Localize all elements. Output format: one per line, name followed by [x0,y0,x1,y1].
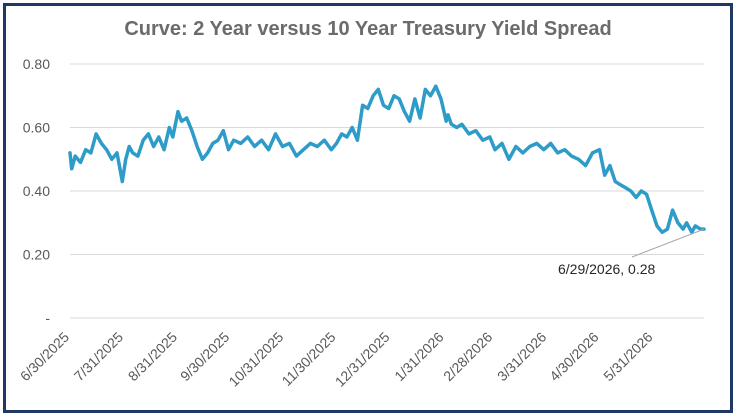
x-tick-label: 8/31/2025 [125,329,181,385]
y-tick-label: 0.80 [23,56,50,72]
annotation-group: 6/29/2026, 0.28 [558,228,705,277]
annotation-label: 6/29/2026, 0.28 [558,261,656,277]
x-tick-label: 5/31/2026 [600,329,656,385]
x-tick-label: 1/31/2026 [391,329,447,385]
x-axis-ticks: 6/30/20257/31/20258/31/20259/30/202510/3… [17,329,656,390]
series-group [68,84,706,235]
y-tick-label: 0.20 [23,247,50,263]
annotation-leader-line [631,228,705,258]
x-tick-label: 6/30/2025 [17,329,73,385]
y-tick-label: 0.40 [23,183,50,199]
y-tick-label: 0.60 [23,120,50,136]
chart-frame [3,3,733,413]
y-axis-ticks: - 0.20 0.40 0.60 0.80 [23,56,51,326]
y-tick-label: - [45,310,50,326]
x-tick-label: 11/30/2025 [278,329,338,389]
x-tick-label: 2/28/2026 [440,329,496,385]
chart-title: Curve: 2 Year versus 10 Year Treasury Yi… [124,18,612,40]
x-tick-label: 12/31/2025 [332,329,393,390]
x-tick-label: 9/30/2025 [177,329,233,385]
x-tick-label: 7/31/2025 [71,329,127,385]
x-tick-label: 10/31/2025 [225,329,286,390]
gridlines [70,63,704,319]
x-tick-label: 3/31/2026 [494,329,550,385]
series-line [68,84,706,235]
x-tick-label: 4/30/2026 [546,329,602,385]
